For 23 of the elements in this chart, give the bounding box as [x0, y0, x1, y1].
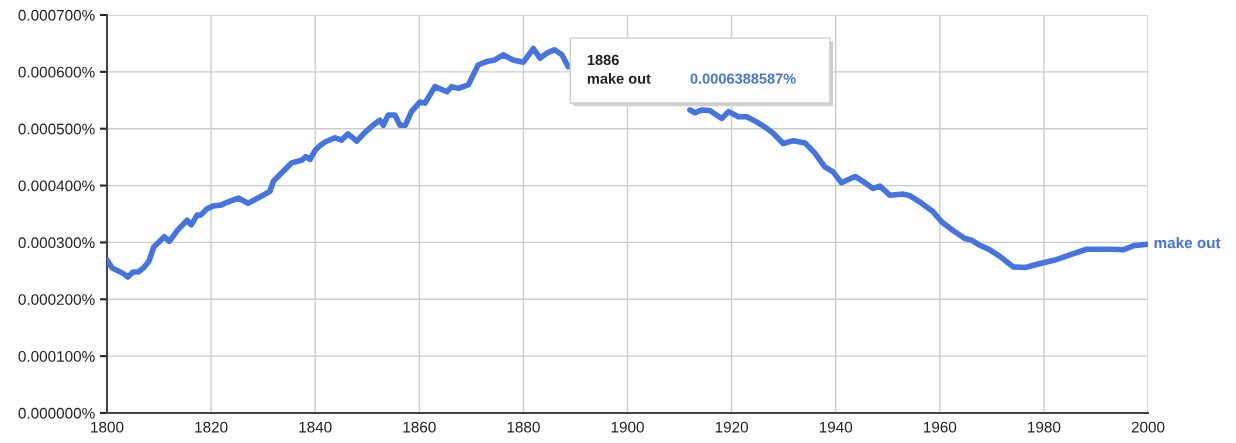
x-tick-label: 1840 [299, 421, 332, 433]
y-tick-label: 0.000100% [18, 351, 95, 362]
y-tick-label: 0.000200% [18, 294, 95, 305]
x-tick-label: 1900 [611, 421, 644, 433]
x-tick-label: 2000 [1131, 421, 1165, 433]
x-tick-label: 1880 [507, 421, 540, 433]
series-label: make out [1154, 237, 1221, 249]
y-tick-label: 0.000400% [18, 180, 95, 192]
x-tick-label: 1960 [923, 421, 957, 433]
x-tick-label: 1920 [715, 421, 748, 433]
annotation: 1886 [587, 54, 619, 66]
y-tick-label: 0.000600% [18, 66, 95, 78]
y-tick-label: 0.000300% [18, 237, 95, 249]
annotation: 0.0006388587% [690, 73, 796, 84]
x-tick-label: 1940 [819, 421, 853, 433]
x-tick-label: 1800 [91, 421, 124, 433]
x-tick-label: 1820 [195, 421, 228, 433]
y-tick-label: 0.000500% [18, 123, 95, 135]
annotation: make out [587, 73, 651, 84]
x-tick-label: 1980 [1028, 421, 1061, 433]
y-tick-label: 0.000700% [18, 9, 95, 21]
y-tick-label: 0.000000% [18, 407, 95, 419]
x-tick-label: 1860 [403, 421, 436, 433]
